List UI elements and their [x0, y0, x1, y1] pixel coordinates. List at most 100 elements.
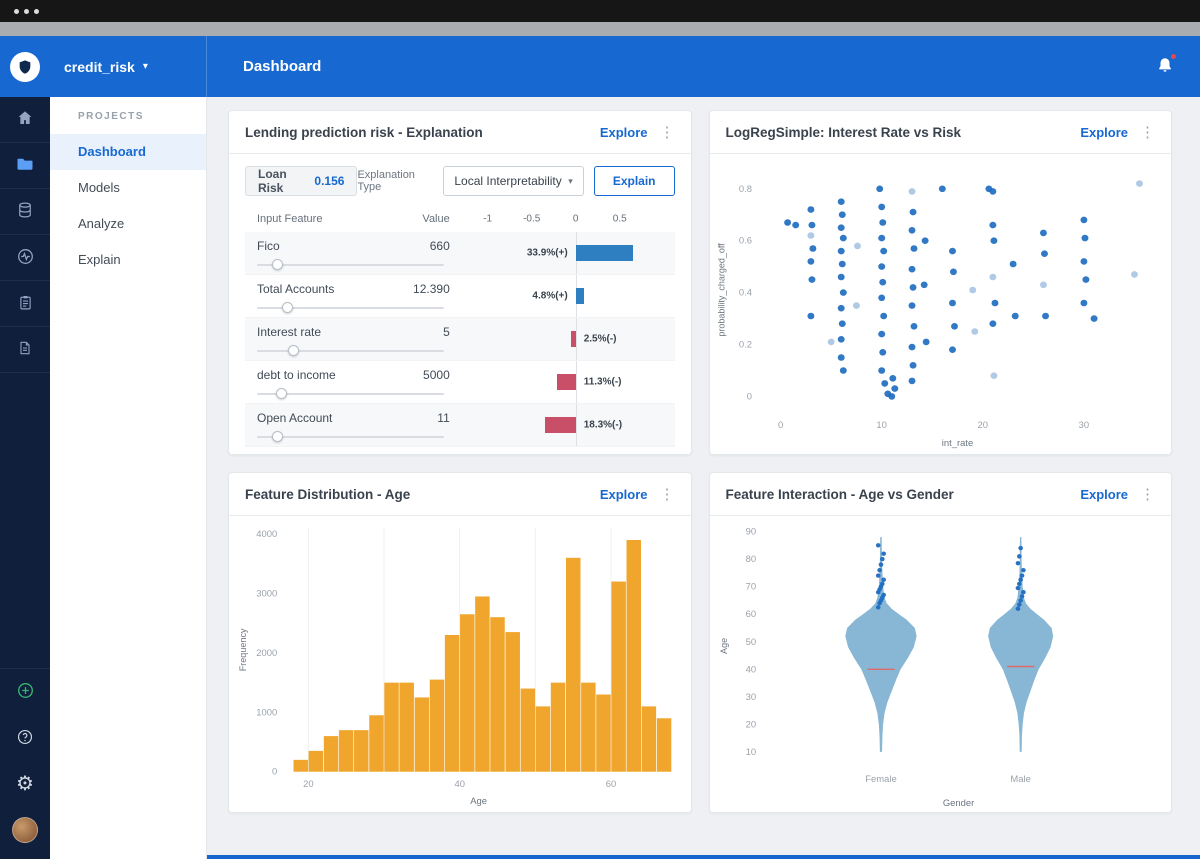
svg-text:10: 10 [745, 747, 756, 757]
axis-tick: 0.5 [612, 213, 627, 225]
monitor-icon [16, 247, 35, 269]
kebab-menu-icon[interactable]: ⋮ [659, 486, 675, 503]
card-title: Feature Distribution - Age [245, 486, 411, 502]
svg-text:50: 50 [745, 637, 756, 647]
user-menu-button[interactable] [0, 807, 50, 853]
explore-link[interactable]: Explore [1080, 124, 1128, 140]
slider-knob[interactable] [272, 259, 284, 270]
svg-text:30: 30 [745, 692, 756, 702]
feature-value: 12.390 [413, 282, 450, 296]
folder-icon [16, 155, 34, 176]
project-name: credit_risk [64, 58, 135, 75]
impact-cell: 4.8%(+) [460, 275, 675, 317]
svg-text:0.4: 0.4 [738, 288, 751, 298]
slider-knob[interactable] [276, 388, 288, 399]
svg-text:20: 20 [303, 779, 314, 789]
impact-axis: -1 -0.5 0 0.5 [460, 206, 675, 232]
feature-row: Interest rate 5 2.5%(-) [245, 318, 675, 361]
evaluations-button[interactable] [0, 281, 50, 327]
projects-section-label: PROJECTS [78, 111, 144, 122]
impact-label: 4.8%(+) [532, 290, 568, 302]
feature-row: Total Accounts 12.390 4.8%(+) [245, 275, 675, 318]
impact-cell: 2.5%(-) [460, 318, 675, 360]
slider-knob[interactable] [287, 345, 299, 356]
explain-button[interactable]: Explain [593, 166, 675, 196]
page-title: Dashboard [243, 58, 322, 75]
svg-text:10: 10 [876, 420, 887, 430]
explore-link[interactable]: Explore [599, 124, 648, 140]
project-selector[interactable]: credit_risk ▾ [50, 36, 207, 97]
projects-button[interactable] [0, 143, 50, 189]
monitoring-button[interactable] [0, 235, 50, 281]
settings-button[interactable]: ⚙ [0, 761, 50, 807]
sidebar-item-analyze[interactable]: Analyze [78, 216, 125, 231]
notifications-button[interactable] [1156, 53, 1177, 78]
column-header-value: Value [422, 213, 450, 225]
dashboard-grid: Lending prediction risk - Explanation Ex… [207, 97, 1200, 859]
bell-icon [1156, 58, 1174, 78]
bottom-accent-bar [207, 855, 1200, 859]
select-value: Local Interpretability [454, 174, 562, 188]
explore-link[interactable]: Explore [1080, 486, 1128, 502]
loan-risk-chip[interactable]: Loan Risk 0.156 [245, 166, 358, 196]
feature-slider[interactable] [257, 345, 450, 357]
kebab-menu-icon[interactable]: ⋮ [1140, 486, 1155, 503]
chevron-down-icon: ▾ [142, 61, 148, 72]
feature-slider[interactable] [257, 431, 450, 443]
impact-cell: 18.3%(-) [460, 404, 675, 446]
kebab-menu-icon[interactable]: ⋮ [1140, 124, 1155, 141]
sidebar-item-explain[interactable]: Explain [78, 252, 121, 267]
impact-bar [575, 288, 584, 304]
feature-value: 660 [429, 239, 450, 253]
svg-text:70: 70 [745, 582, 756, 592]
column-header-feature: Input Feature [257, 213, 323, 225]
feature-slider[interactable] [257, 388, 450, 400]
svg-text:60: 60 [606, 779, 617, 789]
report-icon [17, 340, 33, 359]
svg-text:int_rate: int_rate [941, 438, 972, 448]
violin-card: Feature Interaction - Age vs Gender Expl… [708, 472, 1172, 813]
home-button[interactable] [0, 97, 50, 143]
slider-knob[interactable] [272, 431, 284, 442]
add-button[interactable] [0, 669, 50, 715]
window-controls[interactable] [14, 8, 39, 14]
svg-text:Female: Female [865, 774, 896, 784]
svg-text:4000: 4000 [256, 529, 277, 539]
axis-tick: 0 [572, 213, 579, 225]
app-logo[interactable] [0, 36, 50, 97]
chip-label: Loan Risk [258, 167, 287, 195]
icon-rail: ⚙ [0, 97, 50, 859]
feature-slider[interactable] [257, 259, 450, 271]
histogram-plot: 0 1000 2000 3000 4000 20 40 60 Age Frequency [229, 516, 691, 812]
feature-name: Total Accounts [257, 282, 335, 296]
impact-label: 18.3%(-) [583, 419, 623, 431]
explore-link[interactable]: Explore [599, 486, 648, 502]
impact-label: 2.5%(-) [583, 333, 617, 345]
svg-text:0: 0 [777, 420, 782, 430]
slider-knob[interactable] [282, 302, 294, 313]
svg-text:Male: Male [1010, 774, 1030, 784]
sidebar-item-models[interactable]: Models [78, 180, 120, 195]
svg-text:2000: 2000 [256, 648, 277, 658]
feature-slider[interactable] [257, 302, 450, 314]
reports-button[interactable] [0, 327, 50, 373]
help-button[interactable] [0, 715, 50, 761]
feature-value: 5 [443, 325, 450, 339]
svg-text:probability_charged_off: probability_charged_off [716, 243, 726, 337]
feature-name: Open Account [257, 411, 333, 425]
impact-label: 11.3%(-) [583, 376, 622, 388]
sidebar-item-dashboard[interactable]: Dashboard [50, 134, 206, 170]
histogram-card: Feature Distribution - Age Explore ⋮ 0 10… [228, 472, 692, 813]
browser-toolbar [0, 22, 1200, 36]
explanation-type-select[interactable]: Local Interpretability ▾ [443, 166, 584, 196]
logo-icon [10, 51, 40, 82]
scatter-plot: 0 0.2 0.4 0.6 0.8 0 10 20 30 int_rate probability_… [710, 154, 1172, 454]
add-circle-icon [16, 681, 35, 703]
kebab-menu-icon[interactable]: ⋮ [659, 124, 675, 141]
feature-name: debt to income [257, 368, 336, 382]
datasets-button[interactable] [0, 189, 50, 235]
svg-text:0: 0 [272, 767, 277, 777]
database-icon [16, 201, 34, 222]
svg-text:3000: 3000 [256, 589, 277, 599]
